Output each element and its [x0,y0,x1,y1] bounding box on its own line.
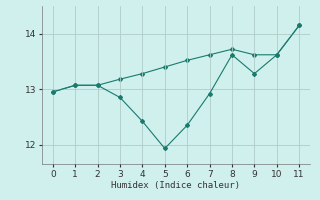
X-axis label: Humidex (Indice chaleur): Humidex (Indice chaleur) [111,181,241,190]
